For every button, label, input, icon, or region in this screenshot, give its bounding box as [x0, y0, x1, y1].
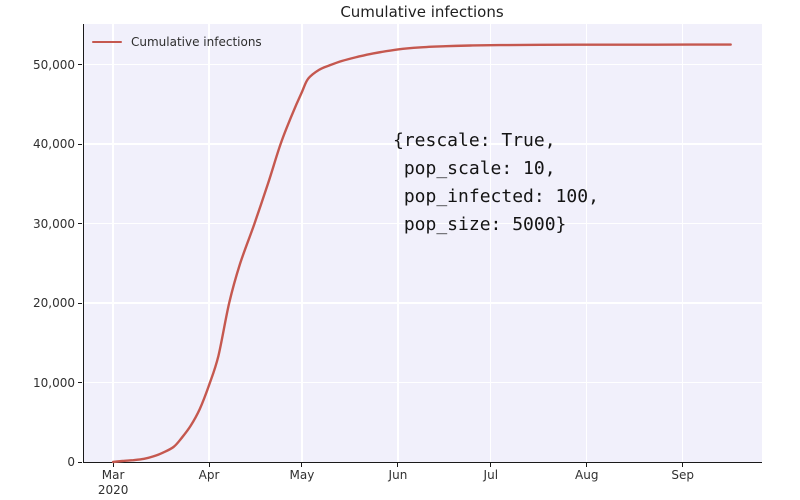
- y-tick-mark: [78, 382, 82, 383]
- x-tick-label: Jun: [388, 468, 408, 482]
- gridline-vertical: [112, 24, 114, 462]
- gridline-vertical: [490, 24, 492, 462]
- y-tick-label: 20,000: [33, 296, 75, 311]
- plot-area: Cumulative infections {rescale: True, po…: [33, 24, 762, 497]
- y-tick-label: 30,000: [33, 216, 75, 231]
- y-tick-mark: [78, 223, 82, 225]
- x-tick-mark: [397, 463, 399, 467]
- legend: Cumulative infections: [92, 35, 262, 49]
- x-tick-mark: [682, 463, 684, 467]
- gridline-vertical: [397, 24, 399, 462]
- gridline-horizontal: [84, 63, 762, 66]
- y-tick-label: 0: [67, 455, 75, 469]
- gridline-horizontal: [84, 381, 762, 384]
- gridline-vertical: [301, 24, 303, 462]
- gridline-vertical: [682, 24, 684, 462]
- legend-line-icon: [92, 40, 122, 44]
- x-tick-mark: [301, 463, 303, 467]
- y-tick-mark: [78, 461, 82, 463]
- gridline-horizontal: [84, 222, 762, 225]
- y-tick-label: 40,000: [33, 137, 75, 152]
- parameters-annotation: {rescale: True, pop_scale: 10, pop_infec…: [393, 130, 599, 235]
- y-tick-mark: [78, 143, 82, 145]
- x-tick-label: Aug: [575, 468, 599, 482]
- x-tick-label: Sep: [671, 468, 695, 482]
- x-tick-label: May: [289, 468, 315, 482]
- y-tick-mark: [78, 302, 82, 304]
- x-tick-label: Jul: [483, 468, 499, 482]
- cumulative-infections-curve: [111, 43, 732, 464]
- x-tick-mark: [586, 463, 588, 467]
- gridline-horizontal: [84, 302, 762, 304]
- x-tick-mark: [112, 463, 114, 467]
- x-tick-label: Mar 2020: [97, 468, 129, 497]
- gridline-vertical: [586, 24, 588, 462]
- y-tick-mark: [78, 64, 82, 66]
- y-tick-label: 10,000: [33, 375, 75, 390]
- gridline-vertical: [208, 24, 210, 462]
- x-tick-mark: [490, 463, 492, 467]
- legend-label: Cumulative infections: [131, 35, 262, 49]
- x-tick-mark: [208, 463, 210, 467]
- x-tick-label: Apr: [198, 468, 220, 482]
- chart-title: Cumulative infections: [340, 3, 504, 21]
- y-tick-label: 50,000: [33, 57, 75, 72]
- gridline-horizontal: [84, 143, 762, 145]
- curve-layer: [111, 43, 732, 464]
